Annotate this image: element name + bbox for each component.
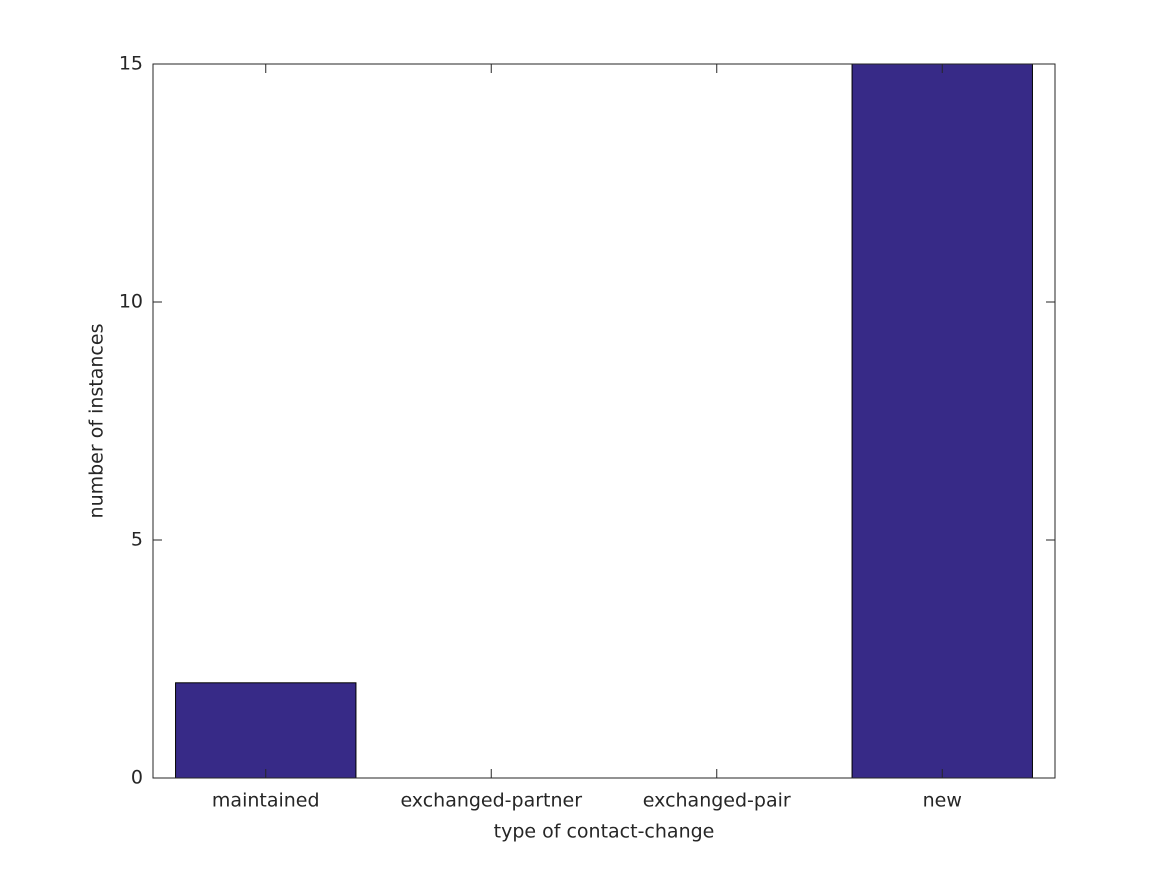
bar: [175, 682, 357, 779]
y-axis-label: number of instances: [86, 324, 108, 519]
axes-box: [152, 63, 1056, 779]
x-tick-label: maintained: [212, 790, 320, 812]
y-tick-label: 10: [119, 291, 143, 313]
y-tick-label: 0: [131, 767, 143, 789]
x-tick-label: exchanged-partner: [400, 790, 582, 812]
y-tick-label: 15: [119, 53, 143, 75]
y-tick-label: 5: [131, 529, 143, 551]
x-axis-label: type of contact-change: [494, 821, 715, 843]
x-tick-label: exchanged-pair: [643, 790, 791, 812]
x-tick-label: new: [923, 790, 962, 812]
bar: [851, 63, 1033, 779]
